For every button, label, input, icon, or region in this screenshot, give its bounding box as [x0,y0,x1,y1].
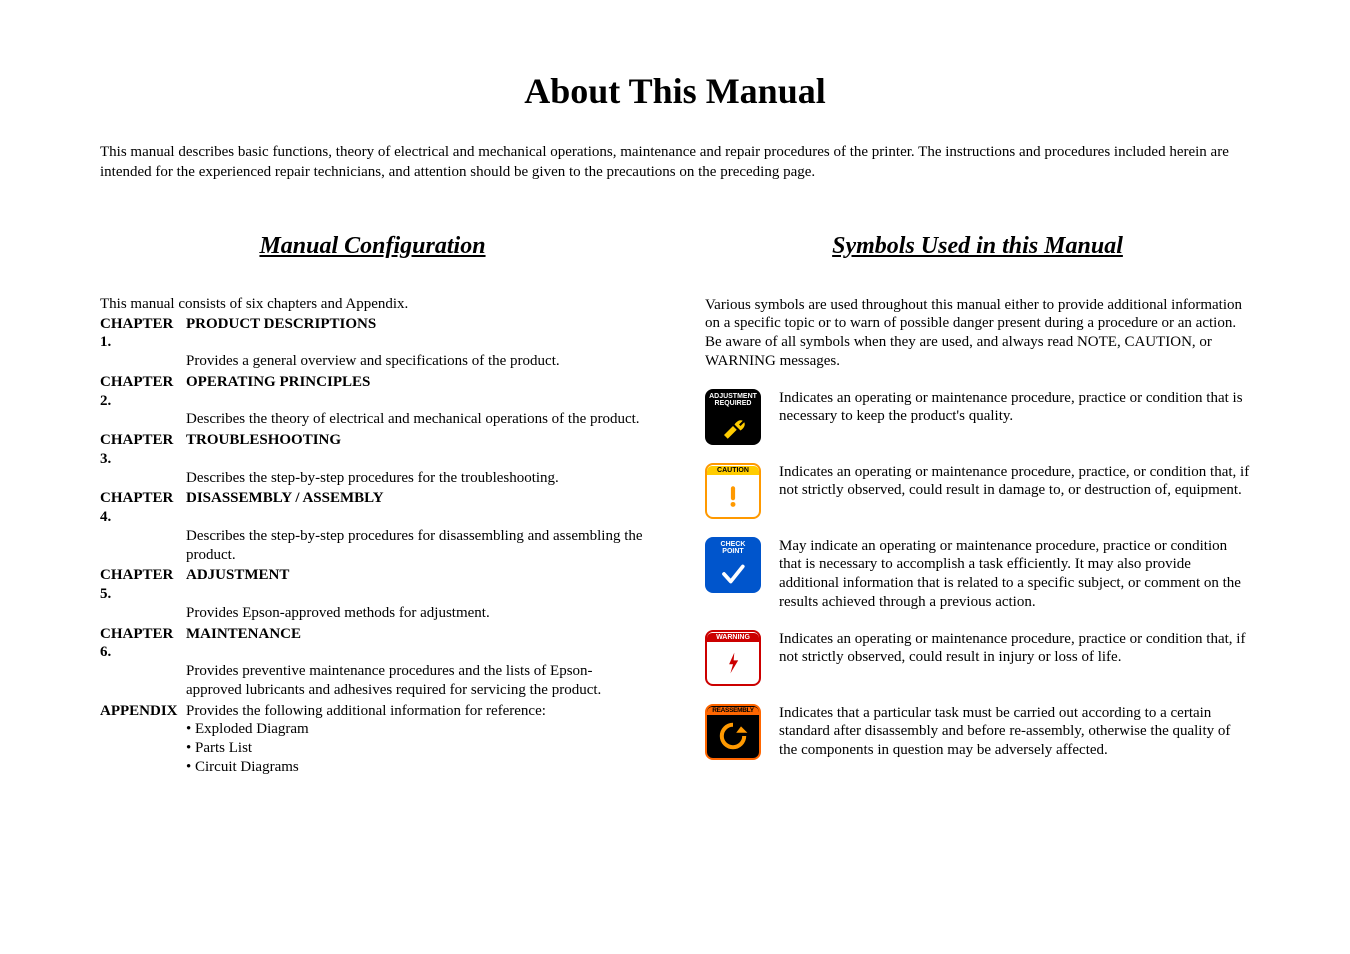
appendix-text: Provides the following additional inform… [186,702,645,721]
adjustment-required-icon: ADJUSTMENT REQUIRED [705,389,761,445]
caution-icon: CAUTION [705,463,761,519]
chapter-label: CHAPTER 1. [100,315,186,353]
chapter-label: CHAPTER 5. [100,566,186,604]
icon-label: ADJUSTMENT REQUIRED [709,393,757,408]
page-title: About This Manual [100,70,1250,112]
chapter-6: CHAPTER 6. MAINTENANCE Provides preventi… [100,625,645,700]
chapter-desc: Provides Epson-approved methods for adju… [186,604,645,623]
chapter-title: DISASSEMBLY / ASSEMBLY [186,489,384,527]
intro-paragraph: This manual describes basic functions, t… [100,142,1250,183]
chapter-title: OPERATING PRINCIPLES [186,373,370,411]
chapter-label: CHAPTER 6. [100,625,186,663]
chapter-desc: Provides preventive maintenance procedur… [186,662,645,700]
icon-label: REASSEMBLY [707,707,759,716]
bullet-item: • Parts List [186,739,645,758]
symbols-column: Symbols Used in this Manual Various symb… [705,233,1250,778]
symbol-warning: WARNING Indicates an operating or mainte… [705,630,1250,686]
lightning-icon [707,642,759,684]
chapter-desc: Describes the step-by-step procedures fo… [186,527,645,565]
chapter-4: CHAPTER 4. DISASSEMBLY / ASSEMBLY Descri… [100,489,645,564]
chapter-title: MAINTENANCE [186,625,301,663]
appendix-label: APPENDIX [100,702,186,721]
two-column-layout: Manual Configuration This manual consist… [100,233,1250,778]
manual-configuration-column: Manual Configuration This manual consist… [100,233,645,778]
manual-configuration-heading: Manual Configuration [100,233,645,260]
symbol-desc: Indicates that a particular task must be… [779,704,1250,760]
symbol-check-point: CHECK POINT May indicate an operating or… [705,537,1250,612]
chapter-5: CHAPTER 5. ADJUSTMENT Provides Epson-app… [100,566,645,622]
warning-icon: WARNING [705,630,761,686]
chapter-title: TROUBLESHOOTING [186,431,341,469]
appendix: APPENDIX Provides the following addition… [100,702,645,777]
checkmark-icon [705,555,761,592]
symbol-desc: May indicate an operating or maintenance… [779,537,1250,612]
chapter-title: ADJUSTMENT [186,566,289,604]
chapter-desc: Provides a general overview and specific… [186,352,645,371]
chapter-label: CHAPTER 4. [100,489,186,527]
chapter-2: CHAPTER 2. OPERATING PRINCIPLES Describe… [100,373,645,429]
circular-arrow-icon [707,715,759,757]
chapter-1: CHAPTER 1. PRODUCT DESCRIPTIONS Provides… [100,315,645,371]
icon-label: CAUTION [707,466,759,475]
chapter-desc: Describes the step-by-step procedures fo… [186,469,645,488]
symbols-heading: Symbols Used in this Manual [705,233,1250,260]
chapter-label: CHAPTER 2. [100,373,186,411]
symbol-desc: Indicates an operating or maintenance pr… [779,463,1250,501]
symbol-caution: CAUTION Indicates an operating or mainte… [705,463,1250,519]
chapter-desc: Describes the theory of electrical and m… [186,410,645,429]
chapter-title: PRODUCT DESCRIPTIONS [186,315,376,353]
chapters-intro: This manual consists of six chapters and… [100,296,645,313]
chapter-3: CHAPTER 3. TROUBLESHOOTING Describes the… [100,431,645,487]
bullet-item: • Exploded Diagram [186,720,645,739]
symbol-adjustment-required: ADJUSTMENT REQUIRED Indicates an operati… [705,389,1250,445]
icon-label: CHECK POINT [721,541,746,556]
symbol-reassembly: REASSEMBLY Indicates that a particular t… [705,704,1250,760]
wrench-icon [705,407,761,444]
bullet-item: • Circuit Diagrams [186,758,645,777]
exclamation-icon [707,475,759,517]
chapter-label: CHAPTER 3. [100,431,186,469]
symbol-desc: Indicates an operating or maintenance pr… [779,389,1250,427]
appendix-bullets: • Exploded Diagram • Parts List • Circui… [186,720,645,776]
icon-label: WARNING [707,633,759,642]
symbols-intro: Various symbols are used throughout this… [705,296,1250,371]
check-point-icon: CHECK POINT [705,537,761,593]
symbol-desc: Indicates an operating or maintenance pr… [779,630,1250,668]
reassembly-icon: REASSEMBLY [705,704,761,760]
